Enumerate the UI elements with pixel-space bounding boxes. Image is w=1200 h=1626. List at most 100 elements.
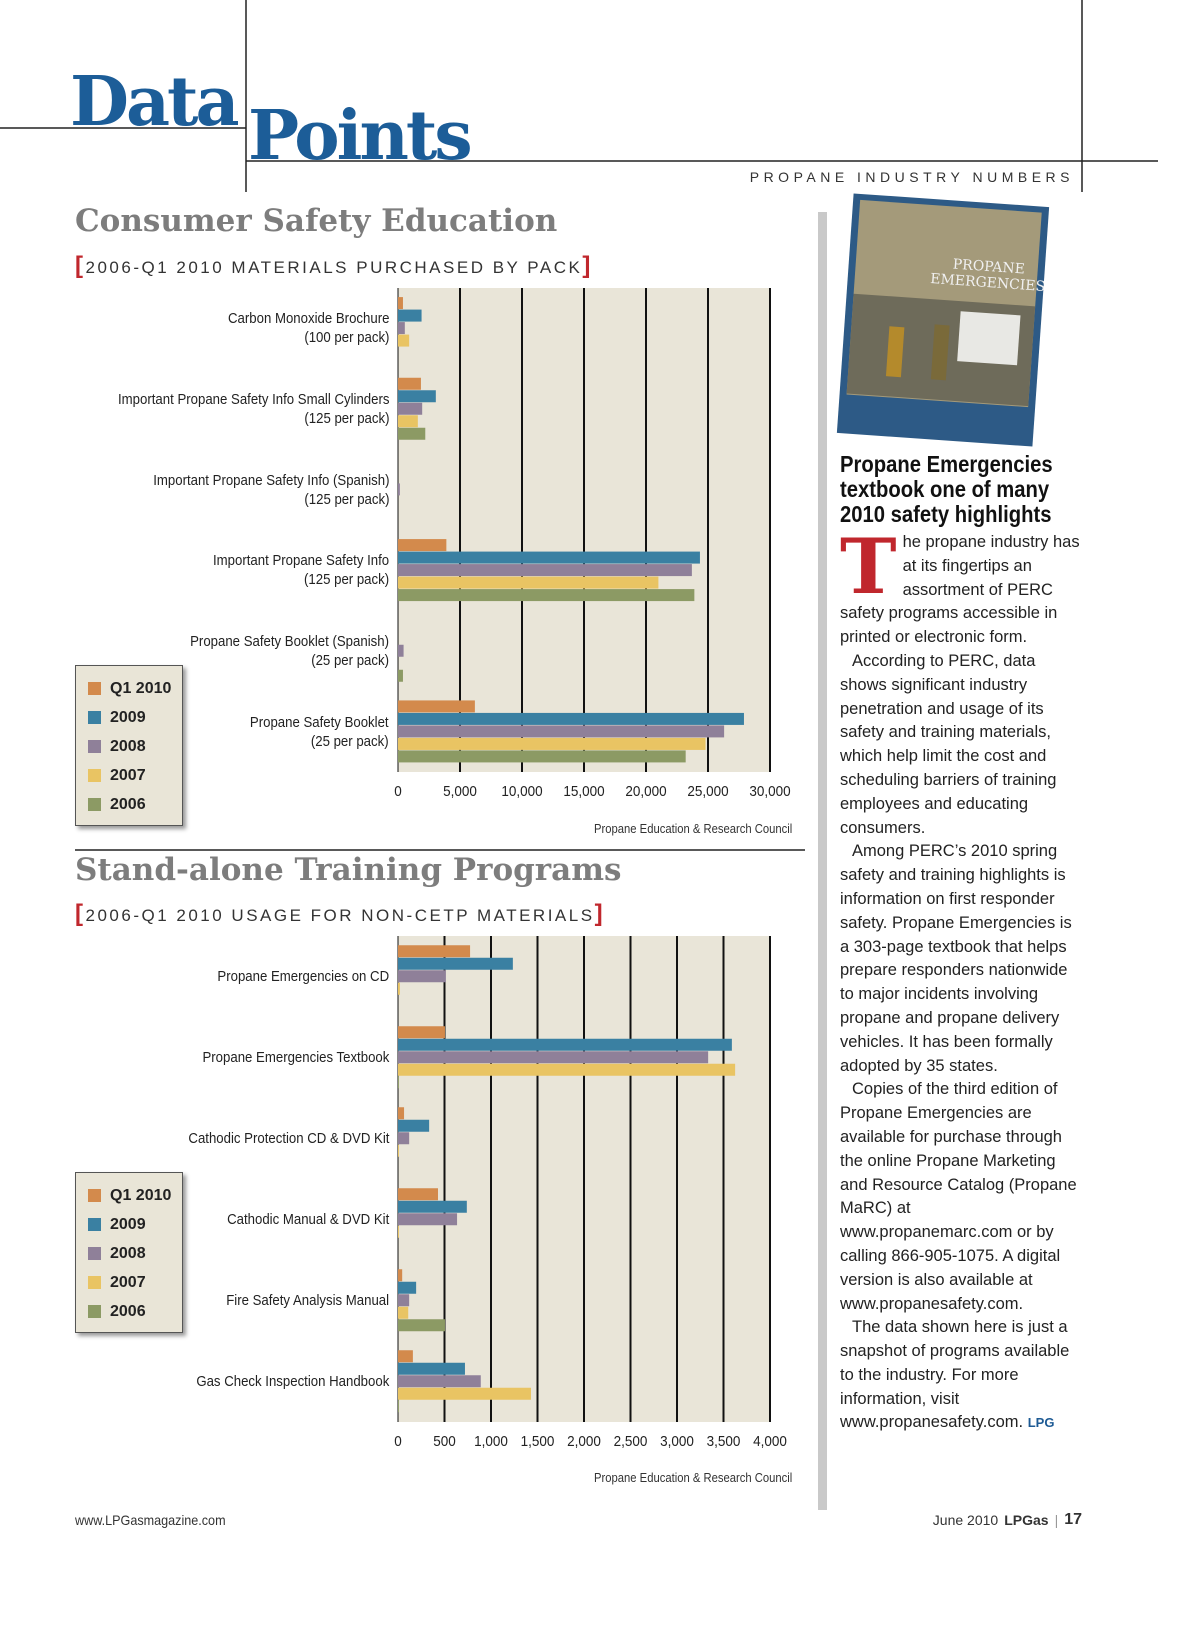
category-label: Propane Emergencies on CD	[217, 968, 389, 985]
x-tick-label: 0	[394, 783, 402, 800]
legend: Q1 2010 2009 2008 2007 2006	[75, 1172, 183, 1333]
chart-subtitle-wrap: [2006-Q1 2010 MATERIALS PURCHASED BY PAC…	[75, 252, 593, 280]
legend-entry: 2006	[76, 790, 182, 819]
bar	[398, 1200, 467, 1213]
masthead-title: Points	[248, 96, 473, 176]
chart-source: Propane Education & Research Council	[593, 822, 792, 836]
bar	[398, 297, 403, 310]
bar	[398, 1269, 403, 1282]
category-label: Propane Safety Booklet (Spanish) (25 per…	[190, 633, 389, 669]
legend-entry: 2009	[76, 703, 182, 732]
bar	[398, 322, 405, 335]
bar	[398, 589, 695, 602]
article-heading: Propane Emergencies textbook one of many…	[840, 451, 1053, 527]
bar	[398, 1350, 413, 1363]
bar	[398, 1063, 736, 1076]
bar	[398, 1076, 399, 1089]
chart-subtitle-wrap: [2006-Q1 2010 USAGE FOR NON-CETP MATERIA…	[75, 900, 605, 928]
category-label: Important Propane Safety Info (Spanish) …	[152, 471, 389, 508]
bar	[398, 1119, 430, 1132]
bar	[398, 1319, 445, 1332]
drop-cap: T	[840, 522, 897, 611]
kicker: PROPANE INDUSTRY NUMBERS	[749, 169, 1074, 185]
bracket: ]	[582, 252, 593, 279]
article: Propane Emergencies textbook one of many…	[840, 452, 1084, 1435]
bar	[398, 1362, 465, 1375]
bar	[398, 1306, 409, 1319]
category-label: Gas Check Inspection Handbook	[196, 1373, 389, 1390]
bar	[398, 390, 436, 403]
x-tick-label: 3,500	[707, 1433, 741, 1450]
bar	[398, 1213, 458, 1226]
legend-swatch	[88, 1218, 101, 1231]
bar	[398, 1132, 410, 1145]
legend-swatch	[88, 1189, 101, 1202]
legend-swatch	[88, 711, 101, 724]
legend-label: Q1 2010	[110, 679, 172, 697]
legend-label: 2007	[110, 1273, 146, 1291]
legend-entry: Q1 2010	[76, 1181, 182, 1210]
x-tick-label: 20,000	[625, 783, 666, 800]
bar	[398, 564, 692, 577]
paragraph-text: Among PERC’s 2010 spring safety and trai…	[840, 842, 1072, 1075]
bar	[398, 1038, 732, 1051]
bar	[398, 309, 422, 322]
legend-label: 2006	[110, 795, 146, 813]
legend-label: 2009	[110, 708, 146, 726]
x-tick-label: 30,000	[749, 783, 790, 800]
x-tick-label: 500	[433, 1433, 456, 1450]
legend-swatch	[88, 769, 101, 782]
bar	[398, 1294, 410, 1307]
category-label: Important Propane Safety Info (125 per p…	[212, 552, 389, 589]
bar	[398, 551, 700, 564]
footer-site: www.LPGasmagazine.com	[75, 1512, 226, 1528]
bar	[398, 483, 400, 496]
bar	[398, 415, 418, 428]
x-tick-label: 2,500	[614, 1433, 648, 1450]
legend-entry: 2006	[76, 1297, 182, 1326]
category-label: Cathodic Manual & DVD Kit	[226, 1211, 389, 1228]
bar	[398, 576, 659, 589]
category-label: Carbon Monoxide Brochure (100 per pack)	[227, 310, 389, 347]
bar	[398, 725, 725, 738]
legend-label: 2008	[110, 737, 146, 755]
bracket: [	[75, 900, 86, 927]
legend-entry: 2008	[76, 732, 182, 761]
footer-date: June 2010	[932, 1512, 999, 1528]
bar	[398, 644, 404, 657]
x-tick-label: 1,000	[474, 1433, 508, 1450]
bracket: ]	[594, 900, 606, 927]
paragraph-text: The data shown here is just a snapshot o…	[840, 1318, 1070, 1432]
paragraph-text: According to PERC, data shows significan…	[840, 651, 1057, 837]
legend-swatch	[88, 1276, 101, 1289]
chart-subtitle: 2006-Q1 2010 USAGE FOR NON-CETP MATERIAL…	[85, 906, 595, 925]
category-label: Propane Emergencies Textbook	[202, 1049, 389, 1066]
paragraph-text: Copies of the third edition of Propane E…	[840, 1080, 1077, 1313]
x-tick-label: 0	[394, 1433, 402, 1450]
x-tick-label: 2,000	[567, 1433, 601, 1450]
legend-swatch	[88, 740, 101, 753]
legend: Q1 2010 2009 2008 2007 2006	[75, 665, 183, 826]
legend-label: 2009	[110, 1215, 146, 1233]
bar	[398, 1400, 399, 1413]
bar	[398, 669, 403, 682]
category-label: Propane Safety Booklet (25 per pack)	[250, 713, 389, 750]
bar	[398, 1188, 438, 1201]
bar	[398, 945, 471, 958]
x-tick-label: 15,000	[563, 783, 604, 800]
chart-source: Propane Education & Research Council	[593, 1471, 792, 1485]
bar	[398, 427, 426, 440]
bar	[398, 1107, 405, 1120]
legend-swatch	[88, 1247, 101, 1260]
x-tick-label: 25,000	[687, 783, 728, 800]
footer-folio: June 2010 LPGas | 17	[933, 1511, 1082, 1529]
signoff: LPG	[1027, 1415, 1055, 1431]
chart-title: Stand-alone Training Programs	[75, 852, 622, 888]
bar	[398, 1026, 445, 1039]
bar	[398, 737, 706, 750]
legend-entry: 2009	[76, 1210, 182, 1239]
legend-entry: 2007	[76, 1268, 182, 1297]
